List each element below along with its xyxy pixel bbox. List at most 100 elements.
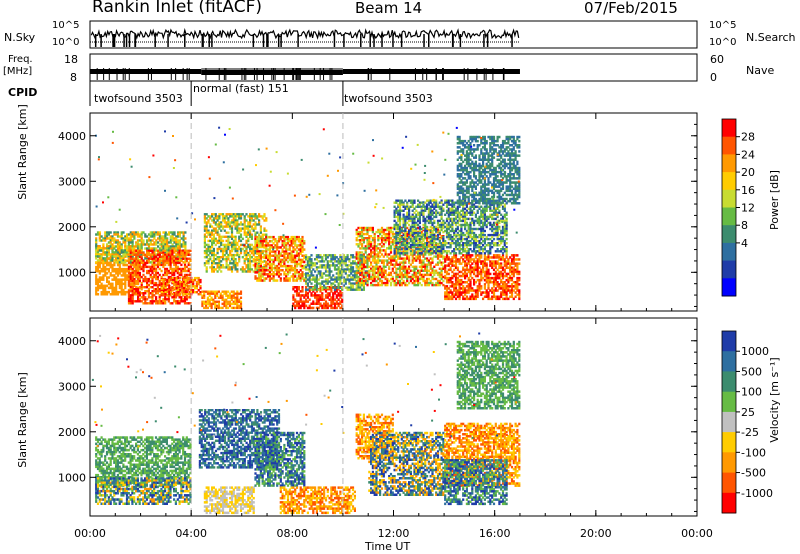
power-data-cell (106, 278, 109, 281)
power-data-cell (113, 261, 116, 265)
power-data-cell (98, 233, 101, 236)
power-data-cell (188, 285, 191, 288)
power-data-cell (188, 280, 191, 284)
power-data-cell (124, 245, 127, 248)
power-data-cell (133, 281, 136, 285)
power-data-cell (174, 261, 178, 265)
power-data-cell (149, 267, 152, 271)
power-data-cell (167, 255, 171, 258)
power-data-cell (146, 279, 149, 283)
power-data-cell (149, 257, 152, 260)
power-data-cell (212, 227, 215, 230)
power-data-cell (144, 253, 147, 256)
power-data-cell (175, 239, 178, 242)
power-data-cell (140, 231, 143, 234)
power-data-cell (144, 286, 147, 289)
power-data-cell (133, 253, 136, 256)
power-data-cell (406, 279, 409, 283)
power-data-cell (162, 255, 165, 258)
power-data-cell (384, 265, 387, 268)
power-data-cell (115, 251, 118, 254)
power-data-cell (162, 251, 165, 254)
power-data-cell (230, 302, 233, 306)
power-data-cell (182, 285, 186, 288)
power-data-cell (133, 292, 136, 295)
power-data-cell (149, 261, 152, 264)
power-data-cell (173, 278, 176, 282)
power-data-cell (169, 265, 172, 269)
power-data-cell (178, 286, 181, 289)
power-data-cell (142, 302, 145, 305)
power-data-cell (151, 231, 154, 234)
power-data-cell (279, 273, 282, 276)
power-data-cell (126, 247, 129, 250)
power-data-cell (183, 267, 187, 271)
power-data-cell (263, 213, 266, 216)
mode-label-2: normal (fast) 151 (193, 82, 289, 95)
power-data-cell (111, 270, 114, 273)
power-data-cell (239, 239, 243, 243)
power-data-cell (124, 286, 127, 290)
power-data-cell (351, 288, 355, 291)
power-data-cell (476, 295, 479, 298)
power-data-cell (95, 261, 98, 264)
power-data-cell (96, 253, 100, 256)
power-data-cell (95, 245, 98, 248)
power-data-cell (212, 237, 215, 240)
power-data-cell (203, 296, 206, 299)
power-data-cell (447, 272, 450, 276)
power-data-cell (106, 249, 109, 252)
power-data-cell (160, 300, 163, 303)
power-data-cell (171, 259, 174, 263)
power-data-cell (230, 270, 234, 273)
power-data-cell (174, 269, 178, 273)
power-data-cell (165, 255, 169, 258)
power-data-cell (173, 251, 176, 254)
power-data-cell (137, 249, 140, 252)
power-data-cell (212, 217, 215, 220)
power-data-cell (183, 273, 187, 277)
power-data-cell (173, 257, 176, 260)
power-data-cell (178, 245, 181, 248)
power-data-cell (106, 247, 109, 250)
power-data-cell (323, 254, 326, 257)
power-data-cell (151, 294, 154, 297)
power-data-cell (162, 239, 165, 242)
power-data-cell (109, 253, 112, 256)
power-data-cell (133, 269, 136, 273)
power-data-cell (113, 241, 116, 244)
power-data-cell (168, 287, 171, 290)
power-data-cell (131, 253, 134, 256)
power-data-cell (183, 255, 187, 258)
power-data-cell (118, 261, 121, 264)
power-data-cell (175, 291, 178, 294)
power-data-cell (160, 237, 163, 240)
power-data-cell (131, 294, 134, 297)
power-data-cell (100, 278, 103, 281)
power-data-cell (164, 287, 167, 290)
power-data-cell (129, 271, 132, 275)
power-data-cell (142, 243, 145, 246)
power-data-cell (155, 288, 158, 291)
power-data-cell (155, 271, 158, 275)
power-data-cell (149, 286, 152, 289)
power-data-cell (138, 253, 141, 256)
power-data-cell (361, 269, 364, 272)
power-data-cell (104, 253, 107, 256)
power-data-cell (156, 253, 159, 256)
power-data-cell (462, 260, 465, 263)
power-data-cell (107, 231, 110, 234)
power-data-cell (151, 271, 154, 275)
power-data-cell (144, 300, 147, 303)
power-data-cell (144, 235, 147, 238)
power-data-cell (107, 241, 110, 244)
power-data-cell (164, 267, 167, 271)
power-data-cell (167, 296, 170, 299)
power-data-cell (164, 261, 167, 264)
power-data-cell (177, 289, 180, 292)
power-data-cell (135, 231, 138, 234)
power-data-cell (462, 281, 465, 284)
power-data-cell (156, 300, 159, 303)
power-data-cell (362, 283, 365, 287)
power-data-cell (189, 296, 192, 299)
